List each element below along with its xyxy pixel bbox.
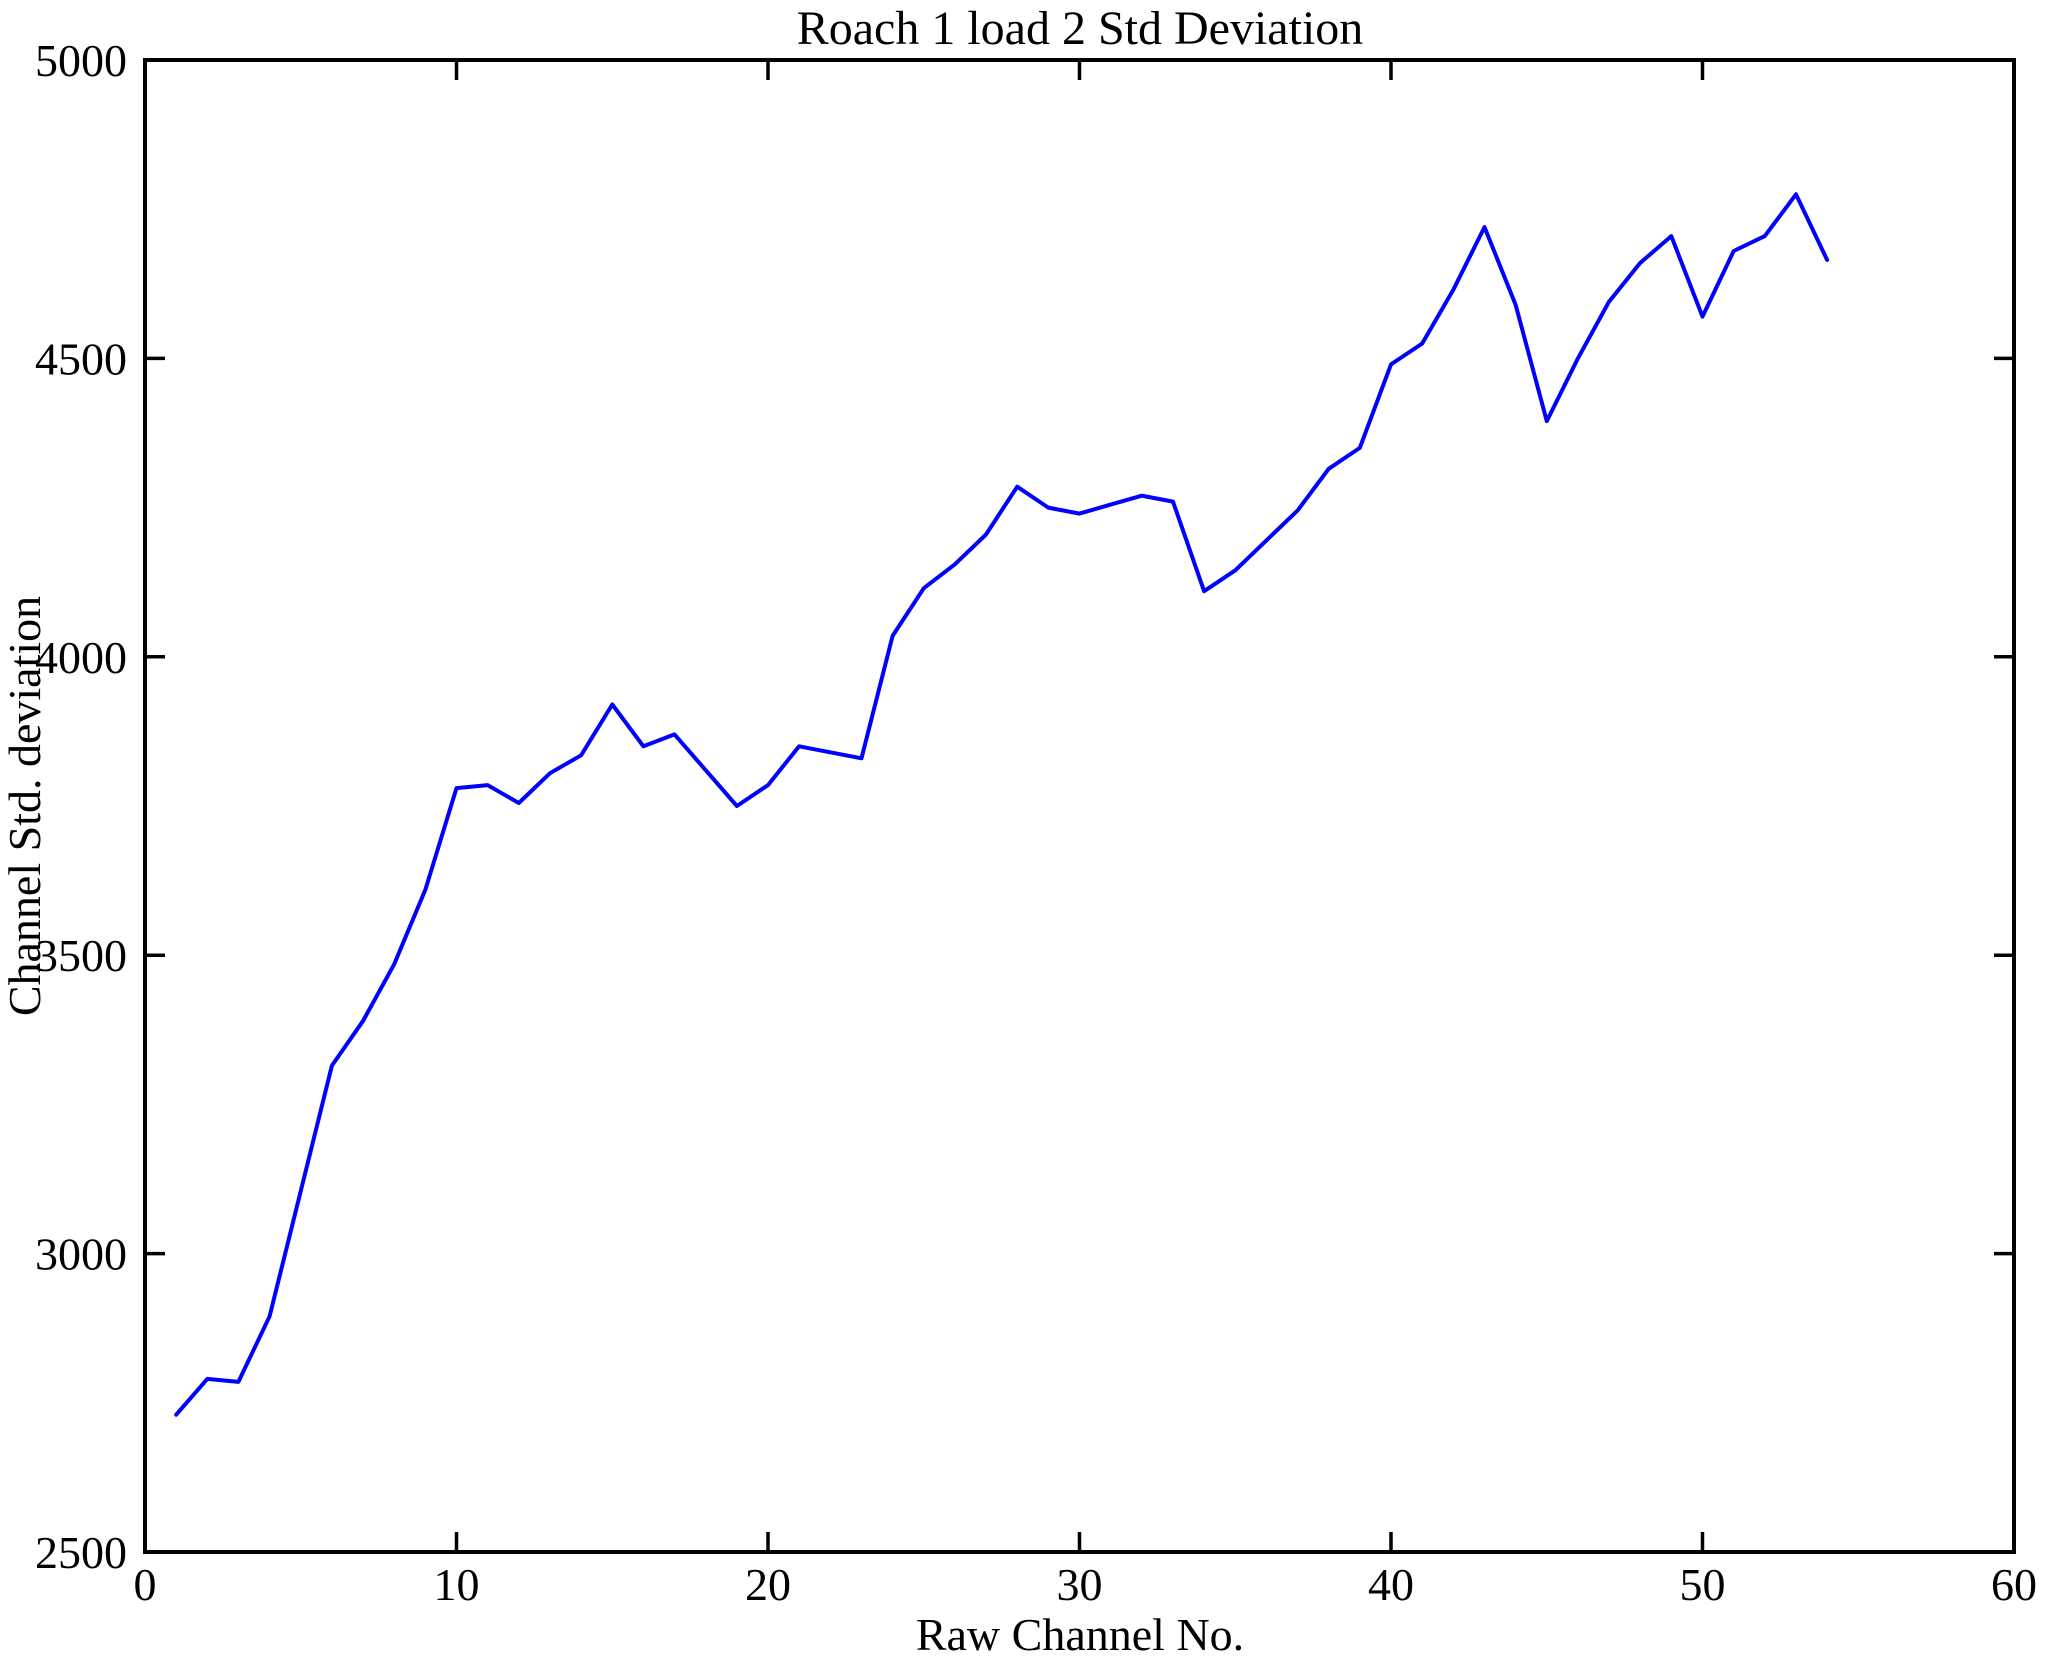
x-axis-label: Raw Channel No. xyxy=(916,1609,1244,1660)
x-tick-label: 10 xyxy=(434,1559,480,1610)
chart-title: Roach 1 load 2 Std Deviation xyxy=(797,2,1364,55)
x-tick-label: 50 xyxy=(1680,1559,1726,1610)
x-tick-label: 30 xyxy=(1057,1559,1103,1610)
x-tick-label: 0 xyxy=(134,1559,157,1610)
y-tick-label: 4000 xyxy=(35,632,127,683)
y-axis-label: Channel Std. deviation xyxy=(0,596,50,1016)
y-tick-label: 3500 xyxy=(35,930,127,981)
y-tick-label: 4500 xyxy=(35,333,127,384)
axis-ticks xyxy=(145,60,2014,1552)
y-tick-label: 3000 xyxy=(35,1229,127,1280)
x-tick-label: 60 xyxy=(1991,1559,2037,1610)
x-tick-label: 40 xyxy=(1368,1559,1414,1610)
x-tick-label: 20 xyxy=(745,1559,791,1610)
axis-tick-labels: 0 10 20 30 40 50 60 2500 3000 3500 4000 4500 5000 xyxy=(35,35,2037,1610)
std-deviation-series-line xyxy=(174,192,1830,1417)
plot-area-box xyxy=(143,58,2016,1554)
y-tick-label: 2500 xyxy=(35,1527,127,1578)
y-tick-label: 5000 xyxy=(35,35,127,86)
